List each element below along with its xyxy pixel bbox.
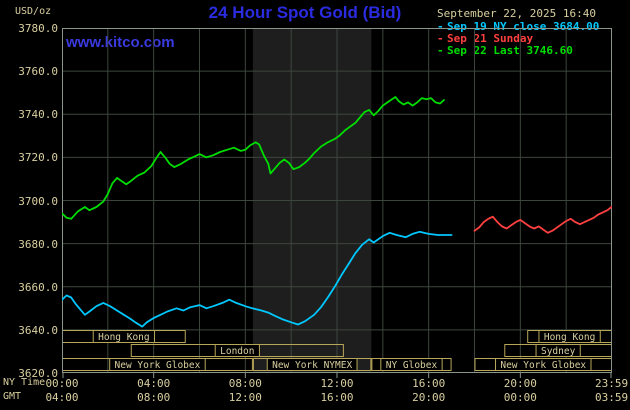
x-axis-label-gmt: 00:00 [503,391,537,404]
gmt-axis-label: GMT [3,391,22,402]
y-axis-label: 3780.0 [18,22,58,35]
y-axis-label: 3680.0 [18,237,58,251]
session-label: Hong Kong [98,332,149,343]
chart-datetime: September 22, 2025 16:40 [437,7,596,20]
datetime-legend-block: September 22, 2025 16:40 - Sep 19 NY clos… [437,7,629,57]
x-axis-label-ny: 04:00 [137,377,171,390]
legend-label: Sep 21 Sunday [447,31,534,45]
x-axis-label-ny: 20:00 [503,377,537,390]
chart-svg: Hong Kong Hong Kong London Sydney New York G… [61,28,613,378]
session-label: New York Globex [115,360,201,371]
legend-line-marker: - [437,43,444,57]
plot-frame [62,28,612,373]
x-axis-label-gmt: 03:59 [594,391,629,404]
x-axis-label-ny: 23:59 [594,377,629,390]
x-axis-label-gmt: 04:00 [45,391,79,404]
x-axis-label-ny: 16:00 [412,377,446,390]
y-axis-label: 3620.0 [18,367,58,380]
session-label-box [538,330,601,343]
legend-line-marker: - [437,31,444,45]
x-axis-label-ny: 00:00 [45,377,79,390]
session-label-box [92,330,156,343]
x-axis-label-gmt: 20:00 [412,391,446,404]
x-axis-label-gmt: 08:00 [137,391,171,404]
session-label: New York NYMEX [272,360,352,371]
price-series-sep-19-ny-close-3684.00 [61,230,453,328]
legend-label: Sep 22 Last 3746.60 [447,43,573,57]
x-axis-label-ny: 12:00 [320,377,354,390]
session-label: NY Globex [386,360,438,371]
legend-item: - Sep 19 NY close 3684.00 [437,19,629,33]
session-label-box [214,344,260,357]
y-axis-label: 3700.0 [18,194,58,208]
session-label-box [109,358,206,371]
y-axis-label: 3660.0 [18,280,58,294]
x-axis-label-ny: 08:00 [228,377,262,390]
price-series-sep-22-last-3746.60 [61,96,445,220]
session-label-box [495,358,592,371]
session-label-box [266,358,358,371]
y-axis-label: 3760.0 [18,65,58,79]
session-label: New York Globex [500,360,586,371]
session-label-box [535,344,581,357]
legend-line-marker: - [437,19,444,33]
y-axis-label: 3720.0 [18,151,58,165]
session-label: Sydney [541,346,576,357]
session-label: Hong Kong [544,332,595,343]
y-axis-label: 3640.0 [18,323,58,337]
legend-item: - Sep 21 Sunday [437,31,629,45]
y-axis-label: 3740.0 [18,108,58,122]
x-axis-label-gmt: 16:00 [320,391,354,404]
session-label: London [220,346,254,357]
y-axis-unit-label: USD/oz [15,6,52,17]
price-series-sep-21-sunday [473,206,613,234]
x-axis-label-gmt: 12:00 [228,391,262,404]
chart-legend: - Sep 19 NY close 3684.00- Sep 21 Sunday - S… [437,19,629,57]
ny-time-axis-label: NY Time [3,377,46,388]
session-label-box [380,358,443,371]
legend-item: - Sep 22 Last 3746.60 [437,43,629,57]
kitco-website-link[interactable]: www.kitco.com [66,34,175,51]
chart-plot-area: Hong Kong Hong Kong London Sydney New York G… [61,28,613,379]
legend-label: Sep 19 NY close 3684.00 [447,19,600,33]
chart-title: 24 Hour Spot Gold (Bid) [208,3,402,22]
